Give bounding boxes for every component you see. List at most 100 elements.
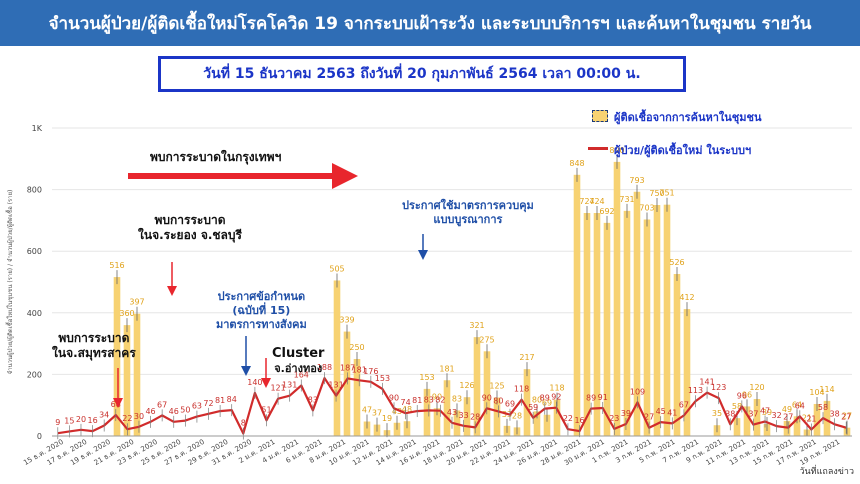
line-value-label: 123 [711,383,726,392]
bar-value-label: 793 [629,176,644,185]
legend-line: ผู้ป่วย/ผู้ติดเชื้อใหม่ ในระบบฯ [588,141,752,159]
line-value-label: 89 [540,394,550,403]
bar-value-label: 96 [742,390,752,399]
annotation-cluster: Cluster จ.อ่างทอง [272,346,324,376]
y-tick-label: 1K [32,124,43,133]
annotation-cluster-line1: Cluster [272,346,325,361]
line-value-label: 15 [64,416,74,425]
bar [753,399,761,436]
line-value-label: 84 [227,395,237,404]
bar [673,273,681,436]
annotation-decree-line2: (ฉบับที่ 15) [232,303,291,317]
line-value-label: 37 [748,410,758,419]
line-value-label: 83 [308,395,318,404]
line-value-label: 20 [76,415,86,424]
bar-value-label: 339 [339,316,354,325]
line-value-label: 181 [352,365,367,374]
bar [633,191,641,436]
bar [603,222,611,436]
legend-bar: ผู้ติดเชื้อจากการค้นหาในชุมชน [592,108,762,126]
bar-value-label: 104 [809,388,824,397]
bar-value-label: 516 [109,261,124,270]
line-value-label: 89 [586,394,596,403]
line-value-label: 16 [87,416,97,425]
line-value-label: 90 [389,393,399,402]
line-value-label: 121 [270,384,285,393]
bar [823,400,831,436]
bar-value-label: 80 [532,395,542,404]
samut-arrow-head [113,398,123,408]
annotation-integrated-line2: แบบบูรณาการ [433,212,503,226]
bar [433,408,441,436]
bar-value-label: 126 [459,381,474,390]
line-value-label: 22 [563,414,573,423]
line-value-label: 32 [772,411,782,420]
bar-value-label: 118 [549,384,564,393]
bar [533,411,541,436]
line-value-label: 38 [725,409,735,418]
legend-line-label: ผู้ป่วย/ผู้ติดเชื้อใหม่ ในระบบฯ [614,144,752,157]
line-value-label: 8 [241,419,246,428]
line-value-label: 131 [328,381,343,390]
line-value-label: 43 [447,408,457,417]
y-tick-label: 400 [27,309,42,318]
y-tick-label: 800 [27,186,42,195]
line-value-label: 118 [514,385,529,394]
bar [523,369,531,436]
legend-line-swatch [588,147,608,150]
bar-value-label: 360 [119,309,134,318]
bar-value-label: 848 [569,159,584,168]
bar-value-label: 47 [362,406,372,415]
bar-value-label: 181 [439,364,454,373]
bar-value-label: 43 [392,407,402,416]
bar-value-label: 526 [669,258,684,267]
bar [483,351,491,436]
bar [593,213,601,436]
bar [643,219,651,436]
bar-value-label: 125 [489,382,504,391]
bar-value-label: 724 [579,197,594,206]
line-value-label: 74 [401,398,411,407]
bar-value-label: 49 [782,405,792,414]
line-value-label: 9 [55,418,60,427]
date-range-box: วันที่ 15 ธันวาคม 2563 ถึงวันที่ 20 กุมภ… [158,56,686,92]
bar-value-label: 120 [749,383,764,392]
line-value-label: 63 [192,402,202,411]
annotation-bangkok-text: พบการระบาดในกรุงเทพฯ [150,150,282,164]
bar-value-label: 724 [589,197,604,206]
line-value-label: 28 [470,412,480,421]
y-tick-label: 200 [27,370,42,379]
annotation-samut-line1: พบการระบาด [58,331,130,345]
line-value-label: 34 [99,411,109,420]
bar [343,331,351,436]
bar [663,204,671,436]
bar-value-label: 275 [479,335,494,344]
bangkok-arrow-head [332,163,358,189]
page-title: จำนวนผู้ป่วย/ผู้ติดเชื้อใหม่โรคโควิด 19 … [48,13,812,34]
bar [583,213,591,436]
annotation-decree-line3: มาตรการทางสังคม [216,317,307,331]
bar [123,325,131,436]
line-value-label: 140 [247,378,262,387]
line-value-label: 67 [679,400,689,409]
bar [653,205,661,436]
line-value-label: 58 [818,403,828,412]
line-value-label: 109 [630,387,645,396]
bar [613,161,621,436]
annotation-integrated-control: ประกาศใช้มาตรการควบคุม แบบบูรณาการ [402,199,534,227]
bar [463,397,471,436]
line-value-label: 92 [551,393,561,402]
bar [133,313,141,436]
bar-value-label: 114 [819,385,834,394]
line-value-label: 91 [598,393,608,402]
line-value-label: 27 [644,413,654,422]
decree-arrow-head [241,366,251,376]
annotation-decree: ประกาศข้อกำหนด (ฉบับที่ 15) มาตรการทางสั… [216,290,307,331]
bar-value-label: 412 [679,293,694,302]
bar [403,421,411,436]
line-value-label: 80 [493,396,503,405]
line-value-label: 81 [412,396,422,405]
line-value-label: 67 [157,400,167,409]
line-value-label: 51 [261,405,271,414]
line-value-label: 46 [169,407,179,416]
